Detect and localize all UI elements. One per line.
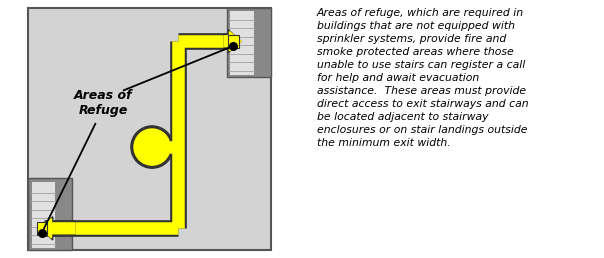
Bar [228, 35, 239, 48]
FancyArrow shape [224, 30, 241, 53]
Bar [31, 181, 55, 248]
Bar [230, 10, 254, 75]
Bar [37, 222, 47, 235]
FancyArrow shape [224, 32, 241, 51]
Text: Areas of refuge, which are required in
buildings that are not equipped with
spri: Areas of refuge, which are required in b… [317, 8, 528, 148]
Bar [227, 8, 271, 77]
Bar [28, 178, 72, 250]
Text: Areas of
Refuge: Areas of Refuge [74, 89, 132, 117]
FancyArrow shape [40, 219, 75, 238]
FancyArrow shape [40, 217, 75, 240]
Circle shape [134, 129, 170, 165]
Circle shape [131, 126, 173, 168]
